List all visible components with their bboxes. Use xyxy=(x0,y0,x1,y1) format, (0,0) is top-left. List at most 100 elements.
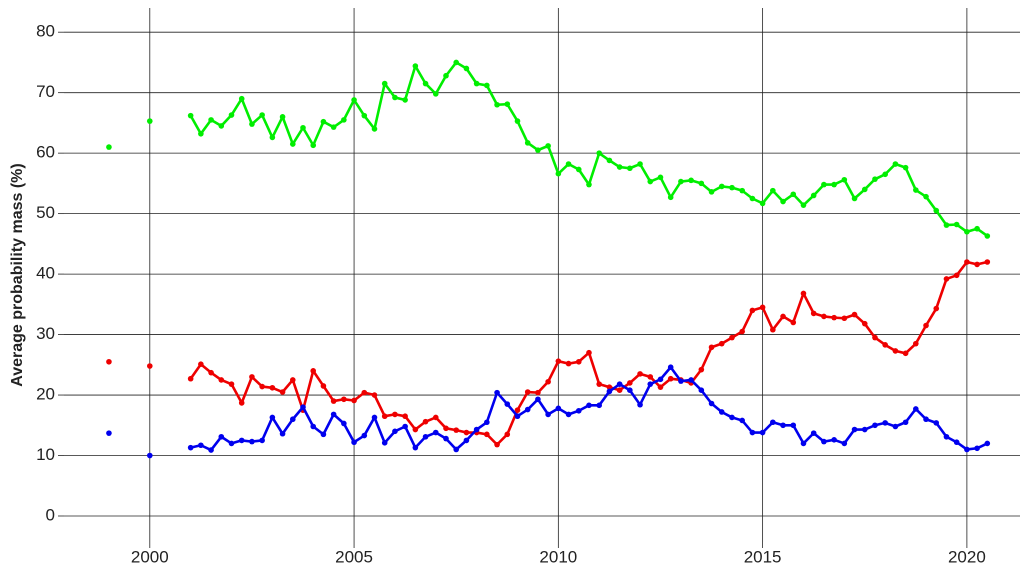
data-point xyxy=(269,134,276,141)
data-point xyxy=(718,183,725,190)
data-point xyxy=(892,348,899,354)
data-point xyxy=(259,437,265,444)
data-point xyxy=(463,429,470,436)
data-point xyxy=(637,371,643,377)
data-point xyxy=(565,161,572,167)
data-point xyxy=(146,363,153,369)
data-point xyxy=(575,407,582,414)
data-point xyxy=(953,272,960,279)
data-point xyxy=(739,187,745,194)
data-point xyxy=(759,429,766,436)
data-point xyxy=(749,195,756,202)
data-point xyxy=(698,387,705,394)
data-point xyxy=(289,377,296,383)
data-point xyxy=(555,358,562,364)
data-point xyxy=(964,228,970,235)
data-point xyxy=(902,419,909,426)
data-point xyxy=(545,143,551,149)
data-point xyxy=(269,384,276,391)
data-point xyxy=(259,383,265,390)
data-point xyxy=(412,426,419,433)
data-point xyxy=(831,314,837,321)
data-point xyxy=(249,438,255,445)
y-axis-label: Average probability mass (%) xyxy=(9,163,26,386)
x-tick-label: 2010 xyxy=(539,547,577,566)
data-point xyxy=(361,389,368,396)
data-point xyxy=(565,411,572,418)
data-point xyxy=(146,452,153,459)
data-point xyxy=(780,198,786,205)
y-tick-label: 60 xyxy=(36,143,55,162)
data-point xyxy=(851,195,858,202)
data-point xyxy=(392,428,398,435)
data-point xyxy=(524,389,531,395)
data-point xyxy=(902,164,909,171)
y-tick-label: 30 xyxy=(36,324,55,343)
data-point xyxy=(198,130,204,137)
data-point xyxy=(361,112,368,119)
data-point xyxy=(341,117,347,123)
data-point xyxy=(218,433,225,440)
data-point xyxy=(647,178,654,185)
data-point xyxy=(892,161,899,167)
data-point xyxy=(524,140,531,146)
data-point xyxy=(208,369,214,376)
data-point xyxy=(861,426,868,433)
data-point xyxy=(432,414,439,421)
data-point xyxy=(555,405,562,412)
data-point xyxy=(586,349,592,356)
data-point xyxy=(964,259,970,265)
data-point xyxy=(341,396,347,403)
data-point xyxy=(504,401,511,407)
data-point xyxy=(657,384,664,390)
data-point xyxy=(872,176,878,182)
data-point xyxy=(330,398,337,404)
data-point xyxy=(381,413,388,420)
data-point xyxy=(708,189,715,195)
data-point xyxy=(606,157,613,164)
data-point xyxy=(882,342,888,348)
data-point xyxy=(106,430,112,436)
data-point xyxy=(821,438,827,445)
data-point xyxy=(106,144,112,150)
data-point xyxy=(616,381,623,387)
data-point xyxy=(310,368,317,374)
data-point xyxy=(923,416,929,423)
data-point xyxy=(494,389,500,396)
data-point xyxy=(320,118,327,125)
data-point xyxy=(484,431,490,438)
data-point xyxy=(790,319,797,326)
data-point xyxy=(688,377,694,383)
data-point xyxy=(259,112,265,118)
data-point xyxy=(320,431,327,438)
data-point xyxy=(494,441,500,448)
data-point xyxy=(422,418,429,425)
data-point xyxy=(637,161,643,167)
data-point xyxy=(565,360,572,367)
data-point xyxy=(187,112,194,119)
data-point xyxy=(902,350,909,357)
data-point xyxy=(933,305,940,312)
data-point xyxy=(504,431,511,438)
data-point xyxy=(913,187,919,193)
data-point xyxy=(484,419,490,426)
data-point xyxy=(300,404,306,410)
data-point xyxy=(432,91,439,97)
data-point xyxy=(627,380,633,386)
data-point xyxy=(279,389,286,395)
data-point xyxy=(678,178,684,185)
data-point xyxy=(851,311,858,318)
data-point xyxy=(933,420,940,426)
data-point xyxy=(361,432,368,439)
data-point xyxy=(514,413,521,420)
data-point xyxy=(861,320,868,327)
data-point xyxy=(341,420,347,427)
data-point xyxy=(310,142,317,149)
data-point xyxy=(453,59,460,66)
data-point xyxy=(310,423,317,430)
data-point xyxy=(739,328,745,335)
data-point xyxy=(198,361,204,368)
data-point xyxy=(739,417,745,424)
data-point xyxy=(974,445,980,452)
